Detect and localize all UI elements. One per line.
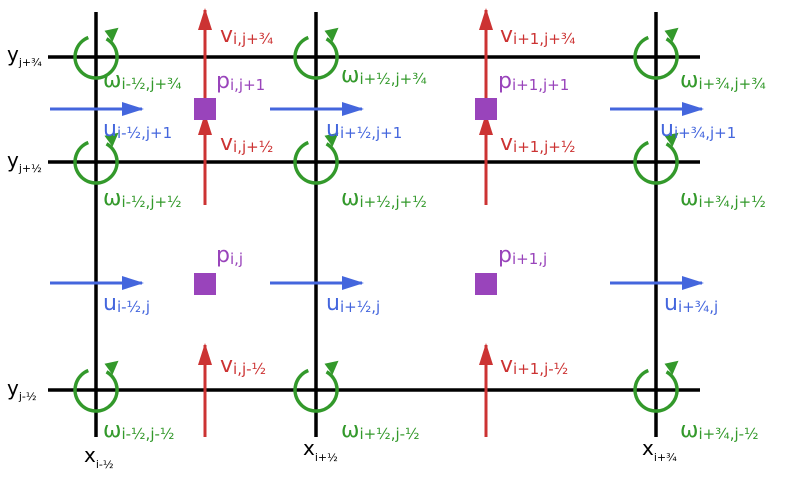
- omega-label: ωi-½,j+½: [103, 186, 182, 211]
- omega-rotation-arc: [293, 368, 339, 413]
- x-axis-label: xi+¾: [642, 436, 677, 464]
- omega-arrowhead: [104, 360, 119, 375]
- p-label: pi,j: [216, 243, 243, 268]
- y-axis-label: yj+¾: [7, 42, 42, 69]
- omega-arrowhead: [324, 27, 339, 42]
- v-label: vi,j+¾: [220, 23, 274, 48]
- v-label: vi+1,j-½: [500, 353, 568, 378]
- omega-arrowhead: [664, 360, 679, 375]
- vorticity-arcs: [73, 27, 679, 413]
- omega-arrowhead: [324, 360, 339, 375]
- pressure-points: [194, 98, 497, 295]
- omega-label: ωi+½,j+½: [341, 186, 427, 211]
- grid-lines: [48, 12, 700, 437]
- x-axis-label: xi-½: [84, 443, 114, 471]
- omega-label: ωi+½,j+¾: [341, 63, 427, 88]
- v-label: vi+1,j+½: [500, 131, 575, 156]
- p-label: pi+1,j+1: [498, 69, 569, 94]
- u-label: ui-½,j+1: [103, 117, 172, 142]
- u-label: ui-½,j: [103, 291, 150, 316]
- u-label: ui+½,j: [326, 291, 380, 316]
- omega-rotation-arc: [633, 368, 679, 413]
- omega-rotation-arc: [293, 140, 339, 185]
- v-velocity-arrows: [198, 8, 493, 437]
- omega-label: ωi-½,j-½: [103, 418, 174, 443]
- omega-label: ωi+¾,j+½: [680, 186, 766, 211]
- u-label: ui+½,j+1: [326, 117, 402, 142]
- v-label: vi,j+½: [220, 131, 273, 156]
- p-label: pi,j+1: [216, 69, 265, 94]
- omega-arrowhead: [324, 132, 339, 147]
- v-label: vi,j-½: [220, 353, 266, 378]
- p-label: pi+1,j: [498, 243, 547, 268]
- u-velocity-arrows: [50, 102, 704, 290]
- omega-rotation-arc: [633, 35, 679, 80]
- omega-arrowhead: [104, 27, 119, 42]
- v-label: vi+1,j+¾: [500, 23, 576, 48]
- omega-arrowhead: [664, 27, 679, 42]
- omega-label: ωi-½,j+¾: [103, 68, 182, 93]
- u-label: ui+¾,j: [664, 291, 718, 316]
- omega-rotation-arc: [293, 35, 339, 80]
- p-square: [194, 273, 216, 295]
- p-square: [475, 273, 497, 295]
- u-label: ui+¾,j+1: [660, 117, 736, 142]
- omega-rotation-arc: [73, 140, 119, 185]
- omega-rotation-arc: [633, 140, 679, 185]
- omega-arrowhead: [664, 132, 679, 147]
- axis-labels: xi-½ xi+½ xi+¾ yj+¾ yj+½ yj-½: [7, 42, 677, 471]
- p-square: [194, 98, 216, 120]
- variable-labels: ωi-½,j+¾ ωi+½,j+¾ ωi+¾,j+¾ ωi-½,j+½ ωi+½,j+½…: [103, 23, 766, 443]
- omega-label: ωi+¾,j-½: [680, 418, 759, 443]
- omega-arrowhead: [104, 132, 119, 147]
- omega-label: ωi+½,j-½: [341, 418, 420, 443]
- p-square: [475, 98, 497, 120]
- x-axis-label: xi+½: [303, 436, 338, 464]
- omega-rotation-arc: [73, 35, 119, 80]
- omega-label: ωi+¾,j+¾: [680, 68, 766, 93]
- y-axis-label: yj-½: [7, 376, 37, 403]
- omega-rotation-arc: [73, 368, 119, 413]
- y-axis-label: yj+½: [7, 148, 42, 175]
